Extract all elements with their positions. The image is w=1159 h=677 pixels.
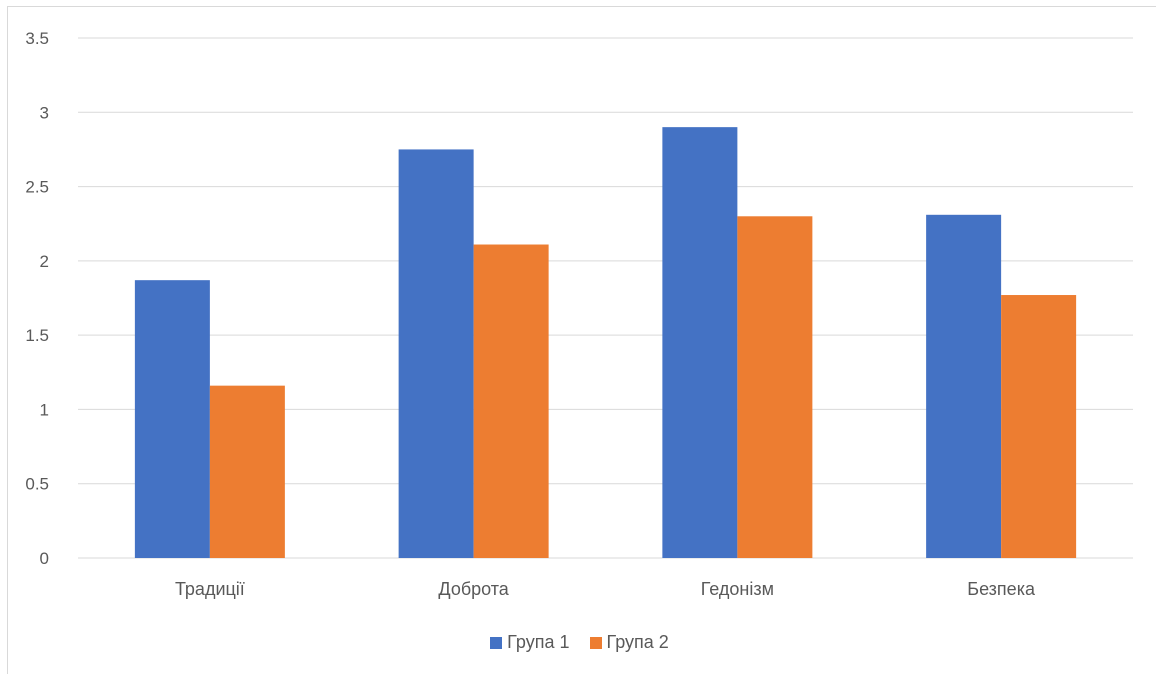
- bar-series-2-2: [737, 216, 813, 559]
- x-category-label: Безпека: [967, 579, 1036, 599]
- legend-swatch-series-1: [490, 636, 503, 649]
- y-tick-label: 3.5: [25, 29, 49, 48]
- x-category-label: Доброта: [438, 579, 509, 599]
- bar-series-2-1: [473, 244, 549, 558]
- chart-frame: [7, 6, 1156, 674]
- y-tick-label: 0.5: [25, 475, 49, 494]
- bar-series-2-0: [209, 385, 285, 558]
- legend-label-series-2: Група 2: [606, 632, 669, 652]
- legend-item-series-2: Група 2: [589, 632, 669, 653]
- y-tick-label: 2: [40, 252, 49, 271]
- x-category-label: Гедонізм: [701, 579, 774, 599]
- legend-label-series-1: Група 1: [507, 632, 570, 652]
- bar-series-2-3: [1001, 295, 1077, 558]
- x-category-label: Традиції: [175, 579, 245, 599]
- y-tick-label: 1: [40, 400, 49, 419]
- bar-series-1-3: [926, 214, 1002, 559]
- y-tick-label: 2.5: [25, 178, 49, 197]
- legend-item-series-1: Група 1: [490, 632, 570, 653]
- bars: [134, 127, 1077, 559]
- x-axis-category-labels: Традиції Доброта Гедонізм Безпека: [175, 579, 1036, 599]
- y-axis-tick-labels: 0 0.5 1 1.5 2 2.5 3 3.5: [25, 29, 49, 568]
- legend-swatch-series-2: [589, 636, 602, 649]
- legend: Група 1 Група 2: [0, 632, 1159, 653]
- y-tick-label: 0: [40, 549, 49, 568]
- bar-series-1-0: [134, 280, 210, 558]
- bar-series-1-2: [662, 127, 738, 559]
- y-tick-label: 3: [40, 103, 49, 122]
- y-tick-label: 1.5: [25, 326, 49, 345]
- bar-series-1-1: [398, 149, 474, 558]
